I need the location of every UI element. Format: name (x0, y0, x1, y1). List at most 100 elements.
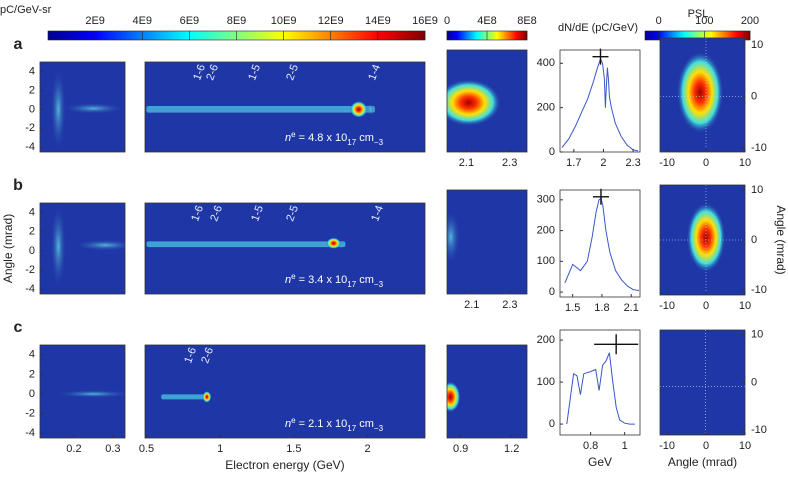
colorbar-tick-label: 0 (444, 15, 450, 27)
y-tick-label: 10 (751, 39, 763, 51)
plot-background (560, 50, 640, 152)
density-part: −3 (374, 138, 384, 147)
density-part: 17 (347, 138, 356, 147)
frame (144, 61, 426, 153)
heatmap-background (447, 345, 527, 438)
panel: 1.7 2 2.3 0 200 400 (537, 48, 641, 169)
hot-spot (447, 78, 502, 127)
panel: 1.5 1.8 2.1 0 100 200 300 (537, 188, 641, 314)
x-tick-label: 1 (622, 440, 628, 452)
transition-label: 1-4 (366, 63, 383, 82)
transition-label: 1-5 (249, 204, 266, 223)
y-tick-label: 2 (29, 84, 35, 96)
heatmap-background (145, 203, 425, 294)
transition-label: 2-5 (284, 204, 301, 223)
x-tick-label: 2.3 (502, 299, 517, 311)
y-tick-label: 10 (751, 184, 763, 196)
colorbar-tick-label: 16E9 (412, 15, 438, 27)
panel: 0.8 1 0 100 200 GeV (537, 329, 641, 469)
transition-label: 1-6 (191, 63, 208, 82)
x-axis-label: Electron energy (GeV) (225, 458, 344, 472)
spectrum-line (564, 197, 640, 291)
y-tick-label: 200 (537, 102, 555, 114)
x-axis-label: GeV (588, 455, 612, 469)
frame (446, 189, 528, 295)
y-tick-label: 10 (751, 329, 763, 341)
y-tick-label: 200 (537, 224, 555, 236)
y-tick-label: 0 (29, 388, 35, 400)
density-part: n (285, 274, 291, 286)
density-part: −3 (374, 424, 384, 433)
transition-label: 1-5 (246, 63, 263, 82)
x-tick-label: 0.8 (583, 440, 598, 452)
panel: -4 -2 0 2 4a (14, 36, 126, 153)
y-tick-label: 0 (549, 146, 555, 158)
panel: 0.5 1 1.5 2 Electron energy (GeV) 1-6 2-6 ne = … (139, 344, 426, 472)
density-part: n (285, 132, 291, 144)
colorbar-tick-label: 4E9 (132, 15, 152, 27)
spectrum-line (566, 352, 635, 425)
heatmap-background (145, 345, 425, 438)
x-tick-label: 2.1 (459, 157, 474, 169)
x-tick-label: 2.1 (624, 302, 639, 314)
x-tick-label: 1.2 (504, 443, 519, 455)
x-tick-label: -10 (659, 300, 675, 312)
colorbar-tick-label: 2E9 (85, 15, 105, 27)
density-part: cm (356, 132, 374, 144)
x-tick-label: 0.2 (66, 443, 81, 455)
density-part: = 3.4 x 10 (296, 274, 348, 286)
glow (447, 209, 461, 265)
x-tick-label: 1.5 (286, 443, 301, 455)
plot-area (145, 62, 425, 152)
x-tick-label: 0.3 (105, 443, 120, 455)
plot-area (560, 330, 640, 435)
x-tick-label: -10 (659, 440, 675, 452)
transition-label: 1-6 (182, 346, 199, 365)
plot-area (447, 190, 527, 294)
y-tick-label: 100 (537, 376, 555, 388)
colorbar-tick-label: 100 (695, 15, 713, 27)
y-tick-label: -2 (25, 407, 35, 419)
hot-spot (447, 381, 461, 413)
panel-label: b (13, 177, 23, 194)
y-tick-label: 4 (29, 65, 35, 77)
plot-background (560, 190, 640, 297)
x-tick-label: 2.3 (502, 157, 517, 169)
transition-label: 2-6 (199, 346, 216, 365)
y-tick-label: 0 (549, 286, 555, 298)
y-tick-label: 300 (537, 194, 555, 206)
plot-area (40, 345, 125, 438)
x-tick-label: 1.7 (566, 157, 581, 169)
y-tick-label: 0 (29, 245, 35, 257)
chart-title: PSL (688, 8, 709, 20)
x-tick-label: 0 (703, 440, 709, 452)
y-tick-label: -10 (751, 284, 767, 296)
plot-area (145, 203, 425, 294)
hot-spot (326, 237, 342, 249)
panel-label: c (14, 319, 23, 336)
density-part: 17 (347, 424, 356, 433)
beam-band (146, 241, 346, 248)
x-tick-label: 0.9 (453, 443, 468, 455)
peak-marker (592, 48, 609, 65)
panel: 1-62-6 1-5 2-5 1-4 ne = 4.8 x 1017 cm−3 (144, 61, 426, 153)
x-tick-label: 10 (739, 440, 751, 452)
colorbar-tick-label: 10E9 (271, 15, 297, 27)
peak-marker (594, 334, 639, 355)
frame (559, 189, 641, 298)
glow (50, 66, 67, 152)
frame (446, 344, 528, 439)
x-tick-label: 0.5 (139, 443, 154, 455)
frame (559, 49, 641, 153)
plot-area (40, 62, 125, 152)
x-tick-label: 0 (703, 300, 709, 312)
chart-title: pC/GeV-sr (0, 4, 52, 16)
frame (144, 202, 426, 295)
x-tick-label: -10 (659, 157, 675, 169)
x-tick-label: 1.5 (565, 302, 580, 314)
x-tick-label: 2.3 (625, 157, 640, 169)
plot-area (560, 50, 640, 152)
plot-area (40, 203, 125, 294)
hot-spot (686, 202, 726, 273)
